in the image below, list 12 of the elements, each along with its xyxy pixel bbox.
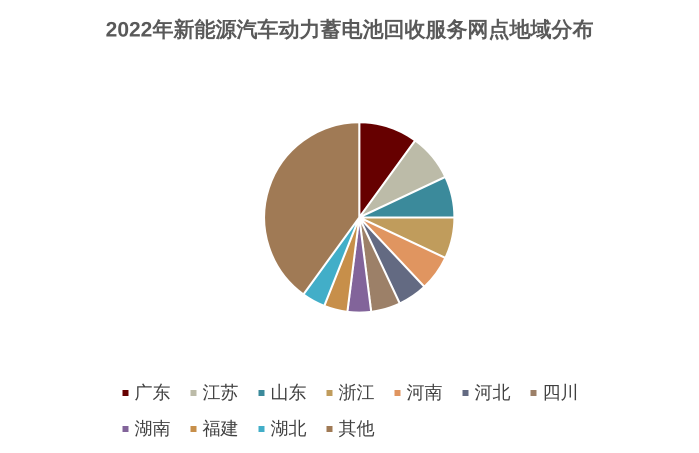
legend-label: 江苏 — [202, 382, 238, 404]
legend-label: 湖南 — [134, 418, 170, 440]
legend-label: 浙江 — [338, 382, 374, 404]
legend-label: 河北 — [474, 382, 510, 404]
legend-label: 福建 — [202, 418, 238, 440]
legend-label: 其他 — [338, 418, 374, 440]
legend-label: 湖北 — [270, 418, 306, 440]
chart-title: 2022年新能源汽车动力蓄电池回收服务网点地域分布 — [106, 18, 594, 42]
legend-label: 广东 — [134, 382, 170, 404]
legend-label: 山东 — [270, 382, 306, 404]
legend-label: 河南 — [406, 382, 442, 404]
legend-label: 四川 — [542, 382, 578, 404]
